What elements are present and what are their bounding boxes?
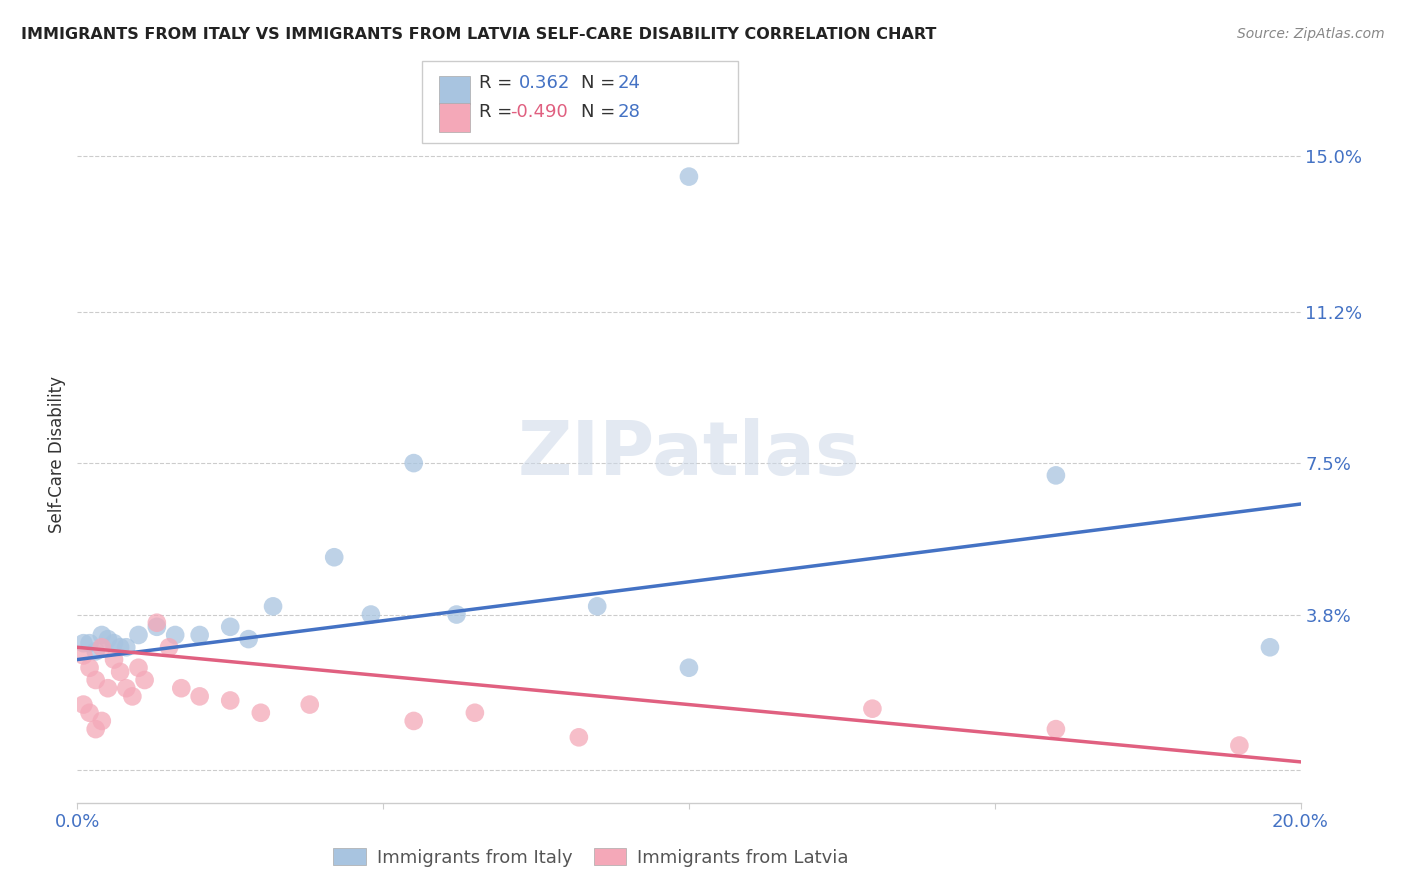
Point [188, 628, 211, 642]
Point [568, 731, 591, 745]
Point [360, 607, 382, 622]
Point [146, 615, 169, 630]
Point [1229, 739, 1251, 753]
Point [262, 599, 284, 614]
Point [72, 698, 94, 712]
Point [79, 636, 101, 650]
Legend: Immigrants from Italy, Immigrants from Latvia: Immigrants from Italy, Immigrants from L… [326, 840, 856, 874]
Point [134, 673, 156, 687]
Text: -0.490: -0.490 [510, 103, 568, 120]
Text: R =: R = [479, 103, 519, 120]
Point [72, 636, 94, 650]
Point [238, 632, 260, 646]
Point [127, 628, 149, 642]
Point [127, 661, 149, 675]
Point [678, 661, 700, 675]
Point [464, 706, 486, 720]
Text: N =: N = [581, 74, 620, 92]
Point [146, 620, 169, 634]
Point [402, 456, 425, 470]
Point [219, 693, 242, 707]
Y-axis label: Self-Care Disability: Self-Care Disability [48, 376, 66, 533]
Point [90, 628, 112, 642]
Point [586, 599, 609, 614]
Point [121, 690, 143, 704]
Text: IMMIGRANTS FROM ITALY VS IMMIGRANTS FROM LATVIA SELF-CARE DISABILITY CORRELATION: IMMIGRANTS FROM ITALY VS IMMIGRANTS FROM… [21, 27, 936, 42]
Point [79, 706, 101, 720]
Point [157, 640, 180, 655]
Point [72, 648, 94, 663]
Text: 0.362: 0.362 [519, 74, 571, 92]
Point [446, 607, 468, 622]
Point [103, 652, 125, 666]
Point [108, 640, 131, 655]
Text: N =: N = [581, 103, 620, 120]
Point [84, 722, 107, 736]
Text: ZIPatlas: ZIPatlas [517, 418, 860, 491]
Point [165, 628, 187, 642]
Point [103, 636, 125, 650]
Point [219, 620, 242, 634]
Point [97, 632, 120, 646]
Point [250, 706, 273, 720]
Point [678, 169, 700, 184]
Point [79, 661, 101, 675]
Point [115, 640, 138, 655]
Text: 24: 24 [617, 74, 640, 92]
Point [90, 714, 112, 728]
Point [323, 550, 346, 565]
Point [188, 690, 211, 704]
Point [108, 665, 131, 679]
Point [1258, 640, 1281, 655]
Point [115, 681, 138, 696]
Point [84, 673, 107, 687]
Point [90, 640, 112, 655]
Point [1045, 468, 1067, 483]
Text: R =: R = [479, 74, 519, 92]
Text: 28: 28 [617, 103, 640, 120]
Point [84, 644, 107, 658]
Point [170, 681, 193, 696]
Text: Source: ZipAtlas.com: Source: ZipAtlas.com [1237, 27, 1385, 41]
Point [97, 681, 120, 696]
Point [298, 698, 321, 712]
Point [862, 701, 884, 715]
Point [1045, 722, 1067, 736]
Point [402, 714, 425, 728]
